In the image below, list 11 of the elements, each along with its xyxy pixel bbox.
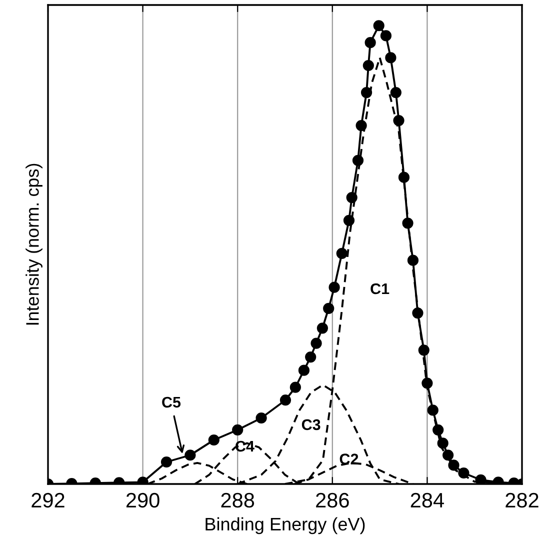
y-axis-title: Intensity (norm. cps) bbox=[26, 164, 42, 325]
x-tick-label: 286 bbox=[316, 492, 349, 508]
x-tick-label: 290 bbox=[126, 492, 160, 508]
x-tick-label: 288 bbox=[221, 492, 254, 508]
annotation: C1 bbox=[370, 283, 390, 294]
x-tick-label: 284 bbox=[410, 492, 444, 508]
x-tick-label: 292 bbox=[32, 492, 64, 508]
x-tick-label: 282 bbox=[506, 492, 538, 508]
annotation: C5 bbox=[162, 396, 181, 408]
x-axis-title: Binding Energy (eV) bbox=[206, 517, 365, 534]
annotation: C3 bbox=[302, 419, 320, 430]
